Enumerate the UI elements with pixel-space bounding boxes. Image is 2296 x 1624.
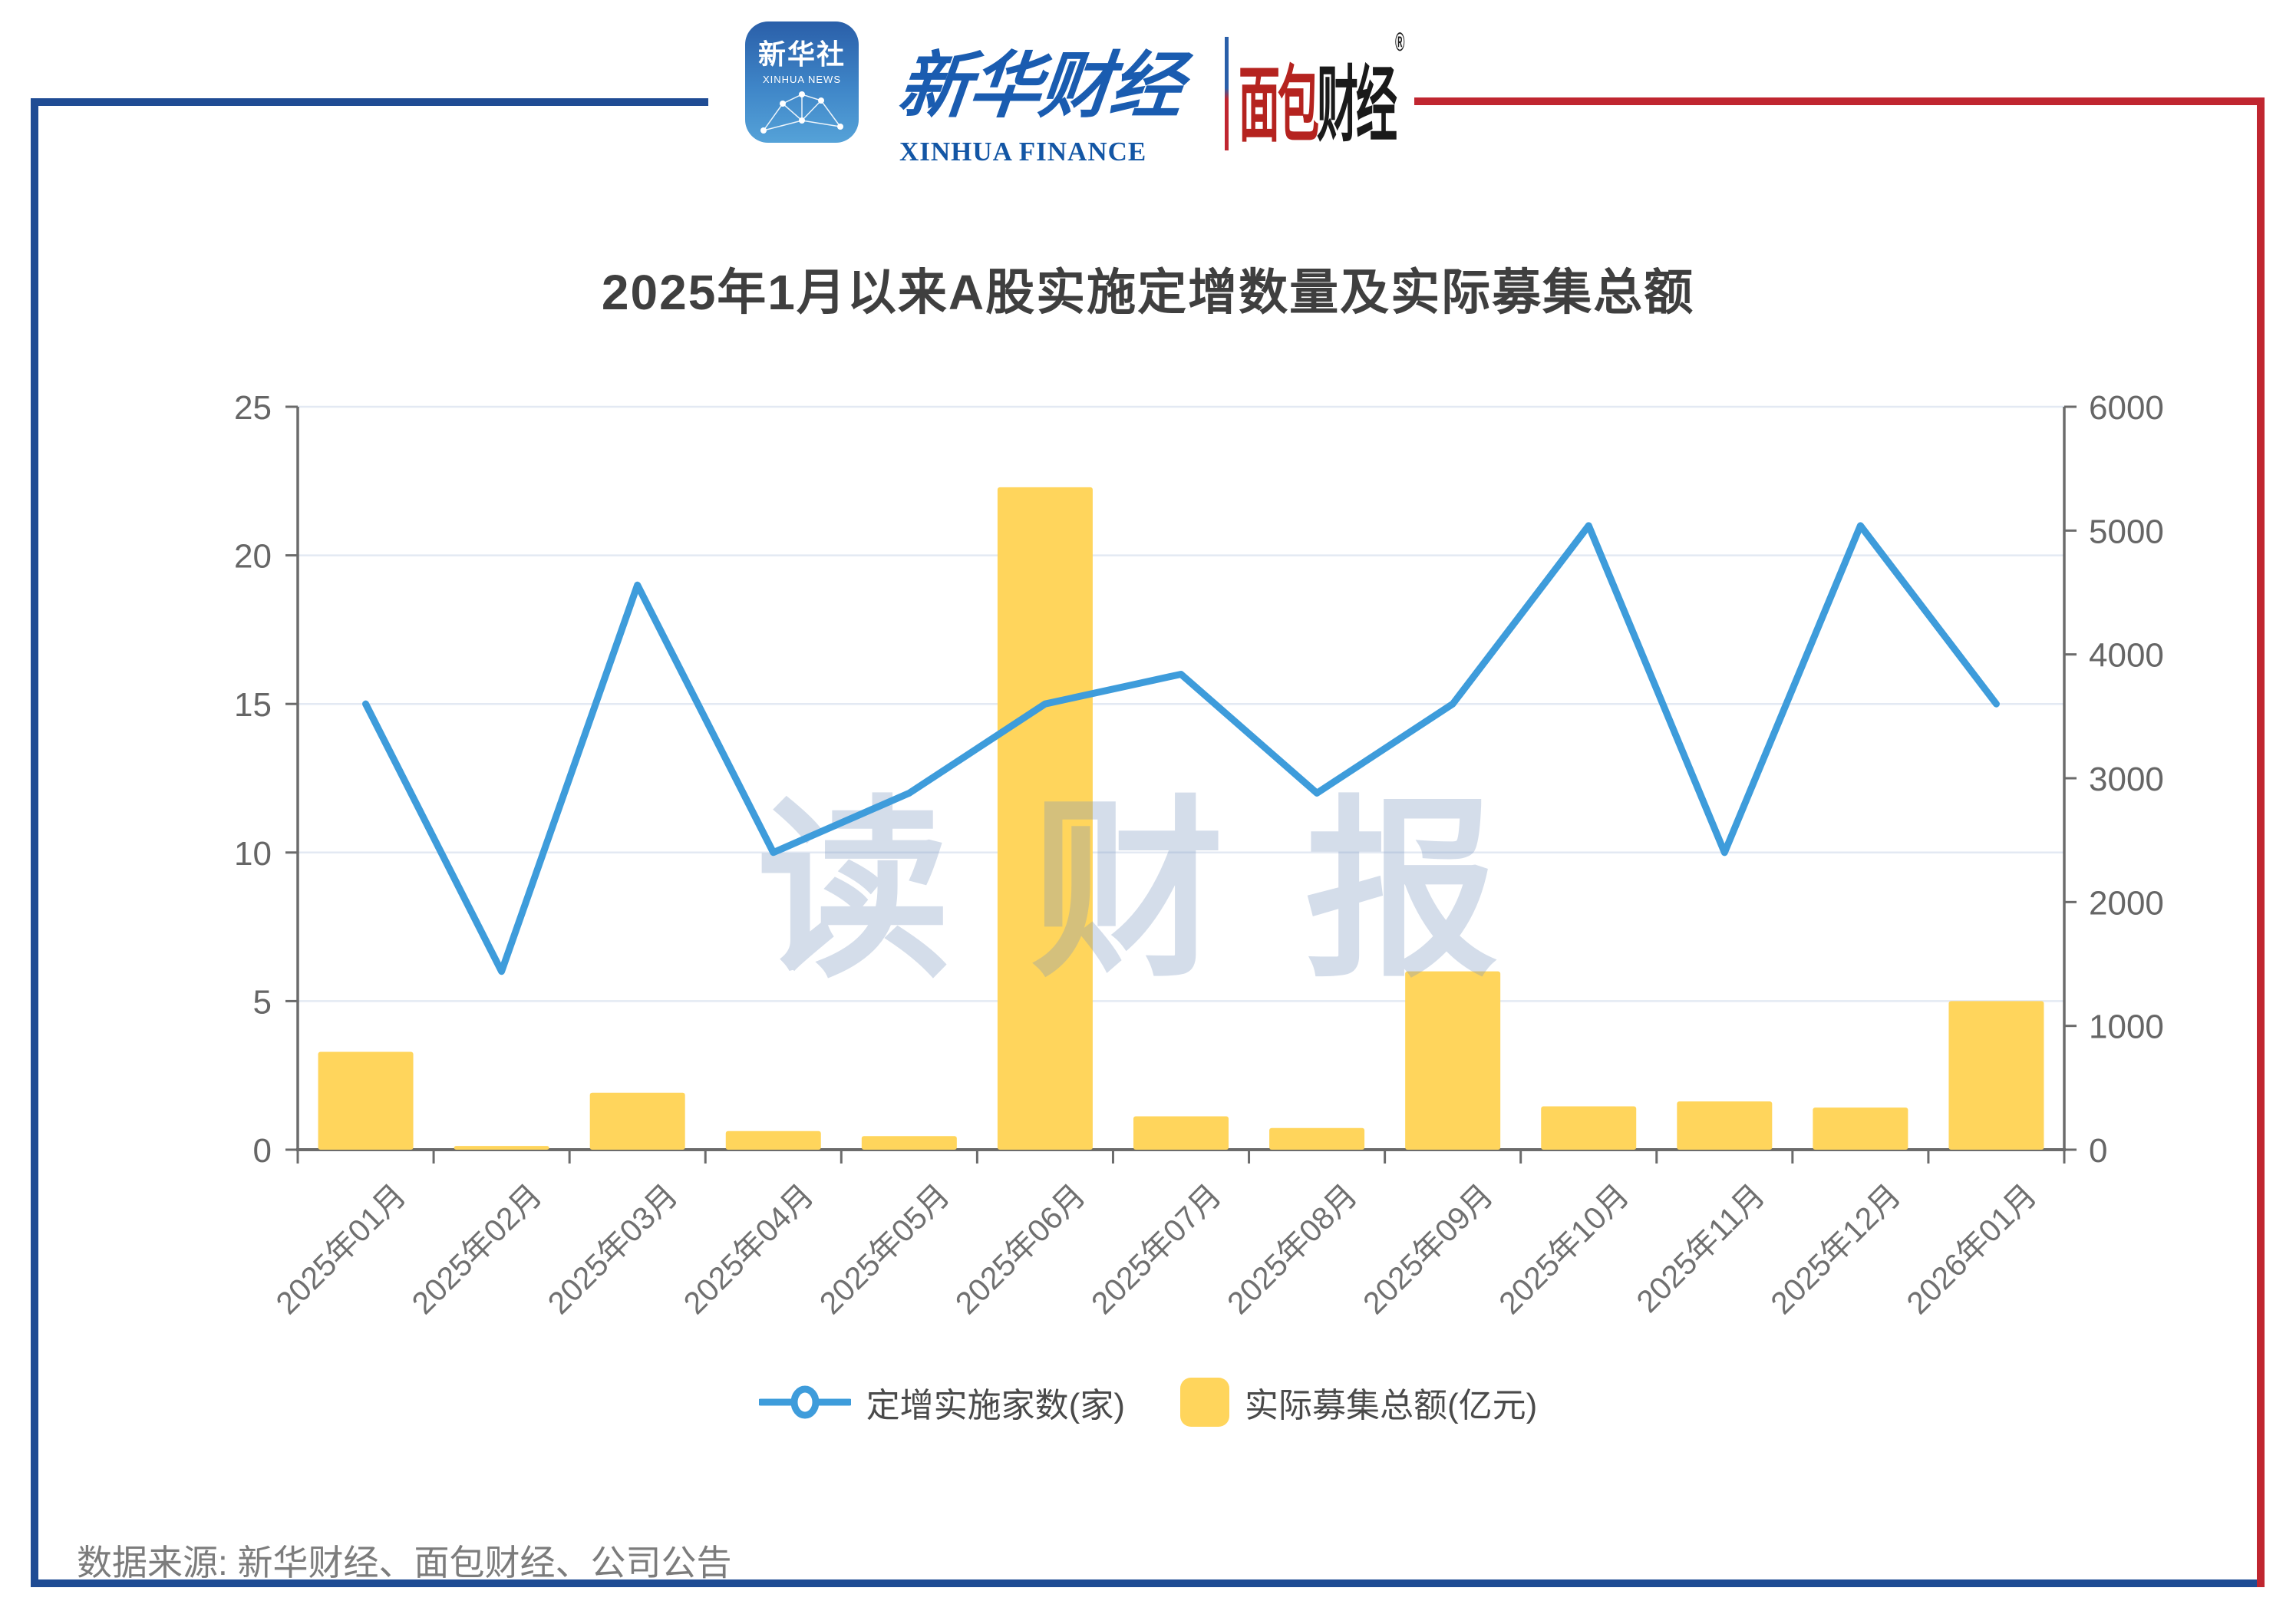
left-axis-tick-label: 0 — [253, 1132, 272, 1170]
bar-2026年01月 — [1948, 1001, 2044, 1150]
line-series-icon — [758, 1385, 851, 1419]
xinhua-news-app-sublabel: XINHUA NEWS — [762, 74, 841, 85]
watermark: 读财报 — [757, 784, 1578, 999]
line-series — [362, 522, 2000, 975]
x-axis-month-label: 2025年10月 — [1492, 1177, 1635, 1321]
frame-bottom-blue-line — [31, 1579, 2265, 1587]
legend: 定增实施家数(家) 实际募集总额(亿元) — [0, 1378, 2296, 1427]
x-axis-month-label: 2025年12月 — [1763, 1177, 1907, 1321]
bar-2025年12月 — [1813, 1107, 1908, 1150]
bar-2025年08月 — [1269, 1127, 1365, 1150]
x-axis-month-label: 2025年08月 — [1220, 1177, 1364, 1321]
x-axis-month-label: 2025年03月 — [541, 1177, 685, 1321]
right-axis-tick-label: 5000 — [2089, 513, 2164, 550]
x-axis-month-label: 2025年04月 — [677, 1177, 820, 1321]
left-axis-tick-label: 20 — [234, 538, 272, 576]
bar-2025年05月 — [861, 1136, 957, 1150]
left-axis-tick-label: 5 — [253, 983, 272, 1021]
bar-2025年02月 — [454, 1146, 549, 1150]
bar-2025年11月 — [1677, 1101, 1773, 1150]
legend-label-bar: 实际募集总额(亿元) — [1245, 1387, 1538, 1424]
bar-2025年04月 — [725, 1131, 821, 1150]
xinhua-finance-en-wordmark: XINHUA FINANCE — [899, 137, 1147, 167]
left-axis-tick-label: 25 — [234, 389, 272, 427]
x-axis-month-label: 2025年01月 — [269, 1177, 413, 1321]
chart-title: 2025年1月以来A股实施定增数量及实际募集总额 — [601, 265, 1695, 320]
xinhua-finance-logo: 新华财经 XINHUA FINANCE — [895, 28, 1229, 167]
right-axis-tick-label: 0 — [2089, 1132, 2107, 1170]
legend-item-line-series[interactable]: 定增实施家数(家) — [758, 1378, 1125, 1427]
x-axis-month-label: 2026年01月 — [1900, 1177, 2044, 1321]
xinhua-news-app-label: 新华社 — [757, 38, 846, 70]
right-axis-tick-label: 1000 — [2089, 1008, 2164, 1046]
frame-top-left-blue-line — [31, 98, 708, 106]
frame-left-blue-line — [31, 98, 38, 1587]
legend-item-bar-series[interactable]: 实际募集总额(亿元) — [1180, 1378, 1537, 1427]
data-source: 数据来源: 新华财经、面包财经、公司公告 — [77, 1543, 732, 1583]
bar-2025年10月 — [1541, 1106, 1637, 1150]
x-axis-month-label: 2025年02月 — [405, 1177, 549, 1321]
registered-mark-icon: ® — [1395, 28, 1405, 57]
frame-top-right-red-line — [1414, 97, 2265, 105]
bar-2025年09月 — [1405, 971, 1501, 1150]
x-axis-month-label: 2025年09月 — [1356, 1177, 1499, 1321]
right-axis-tick-label: 2000 — [2089, 884, 2164, 922]
right-axis-tick-label: 3000 — [2089, 761, 2164, 798]
network-graphic-icon — [760, 91, 843, 134]
x-axis-month-label: 2025年07月 — [1084, 1177, 1228, 1321]
right-axis-tick-label: 6000 — [2089, 389, 2164, 427]
bar-2025年06月 — [997, 487, 1093, 1150]
xinhua-news-app-icon: 新华社 XINHUA NEWS — [745, 21, 859, 143]
left-axis-tick-label: 10 — [234, 835, 272, 873]
x-axis-month-label: 2025年06月 — [948, 1177, 1092, 1321]
bar-2025年07月 — [1133, 1116, 1229, 1150]
bread-finance-logo: 面包财经 ® — [1239, 28, 1405, 158]
left-axis-tick-label: 15 — [234, 686, 272, 724]
x-axis-month-label: 2025年11月 — [1630, 1177, 1772, 1319]
header-divider — [1225, 37, 1229, 150]
bar-2025年03月 — [589, 1092, 685, 1150]
bar-series-icon — [1180, 1378, 1229, 1427]
right-axis-tick-label: 4000 — [2089, 637, 2164, 675]
frame-right-red-line — [2257, 97, 2265, 1587]
x-axis-month-label: 2025年05月 — [813, 1177, 956, 1321]
bread-finance-black-part: 财经 — [1317, 58, 1397, 151]
bread-finance-red-part: 面包 — [1239, 58, 1319, 151]
legend-label-line: 定增实施家数(家) — [866, 1387, 1125, 1424]
bar-2025年01月 — [318, 1051, 414, 1150]
